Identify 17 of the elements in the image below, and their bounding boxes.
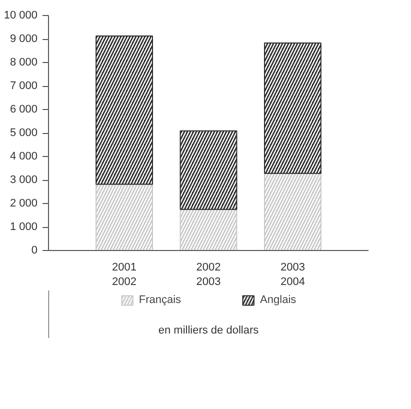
y-tick-label: 4 000	[10, 150, 38, 162]
legend-label: Français	[138, 294, 182, 306]
y-tick-label: 6 000	[10, 104, 38, 116]
y-tick-label: 1 000	[10, 221, 38, 233]
y-tick-label: 5 000	[10, 127, 38, 139]
y-tick-label: 7 000	[10, 80, 38, 92]
y-tick-label: 3 000	[10, 174, 38, 186]
legend-label: Anglais	[260, 294, 296, 306]
y-tick-label: 0	[31, 244, 38, 256]
y-tick-label: 2 000	[10, 198, 38, 210]
text: en milliers de dollars	[158, 324, 260, 336]
y-tick-label: 9 000	[10, 33, 38, 45]
y-tick-label: 8 000	[10, 56, 38, 68]
x-tick-label: 2002 2003	[196, 262, 221, 288]
x-tick-label: 2001 2002	[112, 262, 137, 288]
x-tick-label: 2003 2004	[280, 262, 305, 288]
y-tick-label: 10 000	[4, 10, 38, 22]
